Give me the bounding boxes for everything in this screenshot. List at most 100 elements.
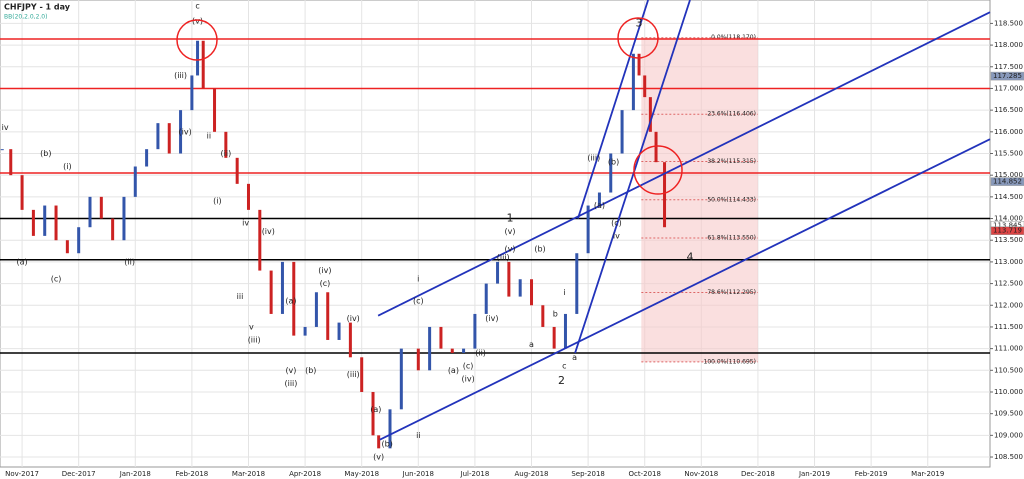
candle xyxy=(190,75,194,111)
x-tick-label: Feb-2019 xyxy=(855,470,888,478)
candle xyxy=(280,261,284,314)
fib-label: 78.6%(112.295) xyxy=(707,289,756,296)
candle xyxy=(484,283,488,314)
chart-title: CHFJPY - 1 day xyxy=(4,3,71,12)
candle xyxy=(399,348,403,410)
wave-label: c xyxy=(562,361,566,370)
candle xyxy=(179,110,183,154)
candle xyxy=(620,110,624,154)
wave-label: (b) xyxy=(305,366,316,375)
x-tick-label: Jun-2018 xyxy=(402,470,434,478)
wave-label: 3 xyxy=(636,16,643,29)
wave-label: (iii) xyxy=(284,379,297,388)
candle xyxy=(133,166,137,197)
x-tick-label: Feb-2018 xyxy=(176,470,209,478)
x-tick-label: Oct-2018 xyxy=(628,470,660,478)
wave-label: (c) xyxy=(320,279,331,288)
candle xyxy=(496,261,500,284)
wave-label: i xyxy=(563,288,565,297)
wave-label: (a) xyxy=(594,201,605,210)
wave-label: (v) xyxy=(192,17,203,26)
wave-label: (iii) xyxy=(174,71,187,80)
y-tick-label: 114.000 xyxy=(994,215,1023,223)
candle xyxy=(507,261,511,297)
candle xyxy=(663,162,667,228)
x-tick-label: Sep-2018 xyxy=(571,470,605,478)
candle xyxy=(428,326,432,371)
wave-label: (ii) xyxy=(124,257,135,266)
wave-label: ii xyxy=(207,132,211,141)
trendline xyxy=(377,11,991,317)
x-tick-label: Nov-2018 xyxy=(684,470,718,478)
fib-label: 23.6%(116.406) xyxy=(707,111,756,118)
wave-label: iii xyxy=(237,292,244,301)
fib-label: 61.8%(113.550) xyxy=(707,235,756,242)
wave-label: (i) xyxy=(63,162,71,171)
wave-label: (b) xyxy=(382,440,393,449)
wave-label: (v) xyxy=(373,453,384,462)
candle xyxy=(258,209,262,271)
wave-label: (v) xyxy=(505,244,516,253)
wave-label: 4 xyxy=(687,251,694,264)
y-tick-label: 115.500 xyxy=(994,149,1023,157)
fib-label: 50.0%(114.433) xyxy=(707,196,756,203)
wave-label: iv xyxy=(613,231,620,240)
y-tick-label: 115.000 xyxy=(994,171,1023,179)
wave-label: (iv) xyxy=(485,314,498,323)
candle xyxy=(654,131,658,163)
fib-label: 38.2%(115.315) xyxy=(707,158,756,165)
x-tick-label: Dec-2018 xyxy=(741,470,775,478)
wave-label: (b) xyxy=(534,244,545,253)
x-tick-label: Mar-2018 xyxy=(232,470,265,478)
candle xyxy=(631,53,635,111)
x-tick-label: Aug-2018 xyxy=(515,470,549,478)
candle xyxy=(99,196,103,219)
candle xyxy=(597,192,601,206)
wave-label: 1 xyxy=(507,212,514,225)
candle xyxy=(88,196,92,228)
y-tick-label: 108.500 xyxy=(994,453,1023,461)
candle xyxy=(586,205,590,254)
price-tag xyxy=(990,177,1024,186)
candle xyxy=(609,153,613,193)
x-tick-label: Mar-2019 xyxy=(911,470,944,478)
wave-label: (b) xyxy=(40,149,51,158)
candle xyxy=(31,209,35,236)
y-tick-label: 110.000 xyxy=(994,388,1023,396)
wave-label: (iii) xyxy=(497,253,510,262)
x-tick-label: Jan-2019 xyxy=(798,470,830,478)
wave-label: b xyxy=(553,309,558,318)
candle xyxy=(246,183,250,210)
x-tick-label: Apr-2018 xyxy=(289,470,321,478)
wave-label: (iv) xyxy=(262,227,275,236)
candle xyxy=(326,292,330,340)
plot-frame xyxy=(0,0,991,468)
y-tick-label: 116.500 xyxy=(994,106,1023,114)
candle xyxy=(416,348,420,371)
wave-label: (i) xyxy=(213,197,221,206)
x-tick-label: Nov-2017 xyxy=(5,470,39,478)
candle xyxy=(111,218,115,241)
candle xyxy=(439,326,443,349)
wave-label: (v) xyxy=(505,227,516,236)
candle xyxy=(530,279,534,306)
candle xyxy=(314,292,318,327)
candle xyxy=(462,348,466,353)
y-tick-label: 118.000 xyxy=(994,41,1023,49)
price-tag xyxy=(990,226,1024,235)
y-tick-label: 114.500 xyxy=(994,193,1023,201)
candle xyxy=(348,322,352,358)
candle xyxy=(518,279,522,297)
wave-label: iv xyxy=(242,218,249,227)
candle xyxy=(9,149,13,176)
highlight-circle xyxy=(176,19,218,61)
wave-label: (iii) xyxy=(587,153,600,162)
candle xyxy=(643,75,647,98)
wave-label: (a) xyxy=(448,366,459,375)
candle xyxy=(0,149,4,151)
wave-label: (ii) xyxy=(221,149,232,158)
trendline xyxy=(379,138,991,441)
candle xyxy=(196,40,200,76)
wave-label: (a) xyxy=(285,296,296,305)
x-tick-label: Jul-2018 xyxy=(460,470,490,478)
